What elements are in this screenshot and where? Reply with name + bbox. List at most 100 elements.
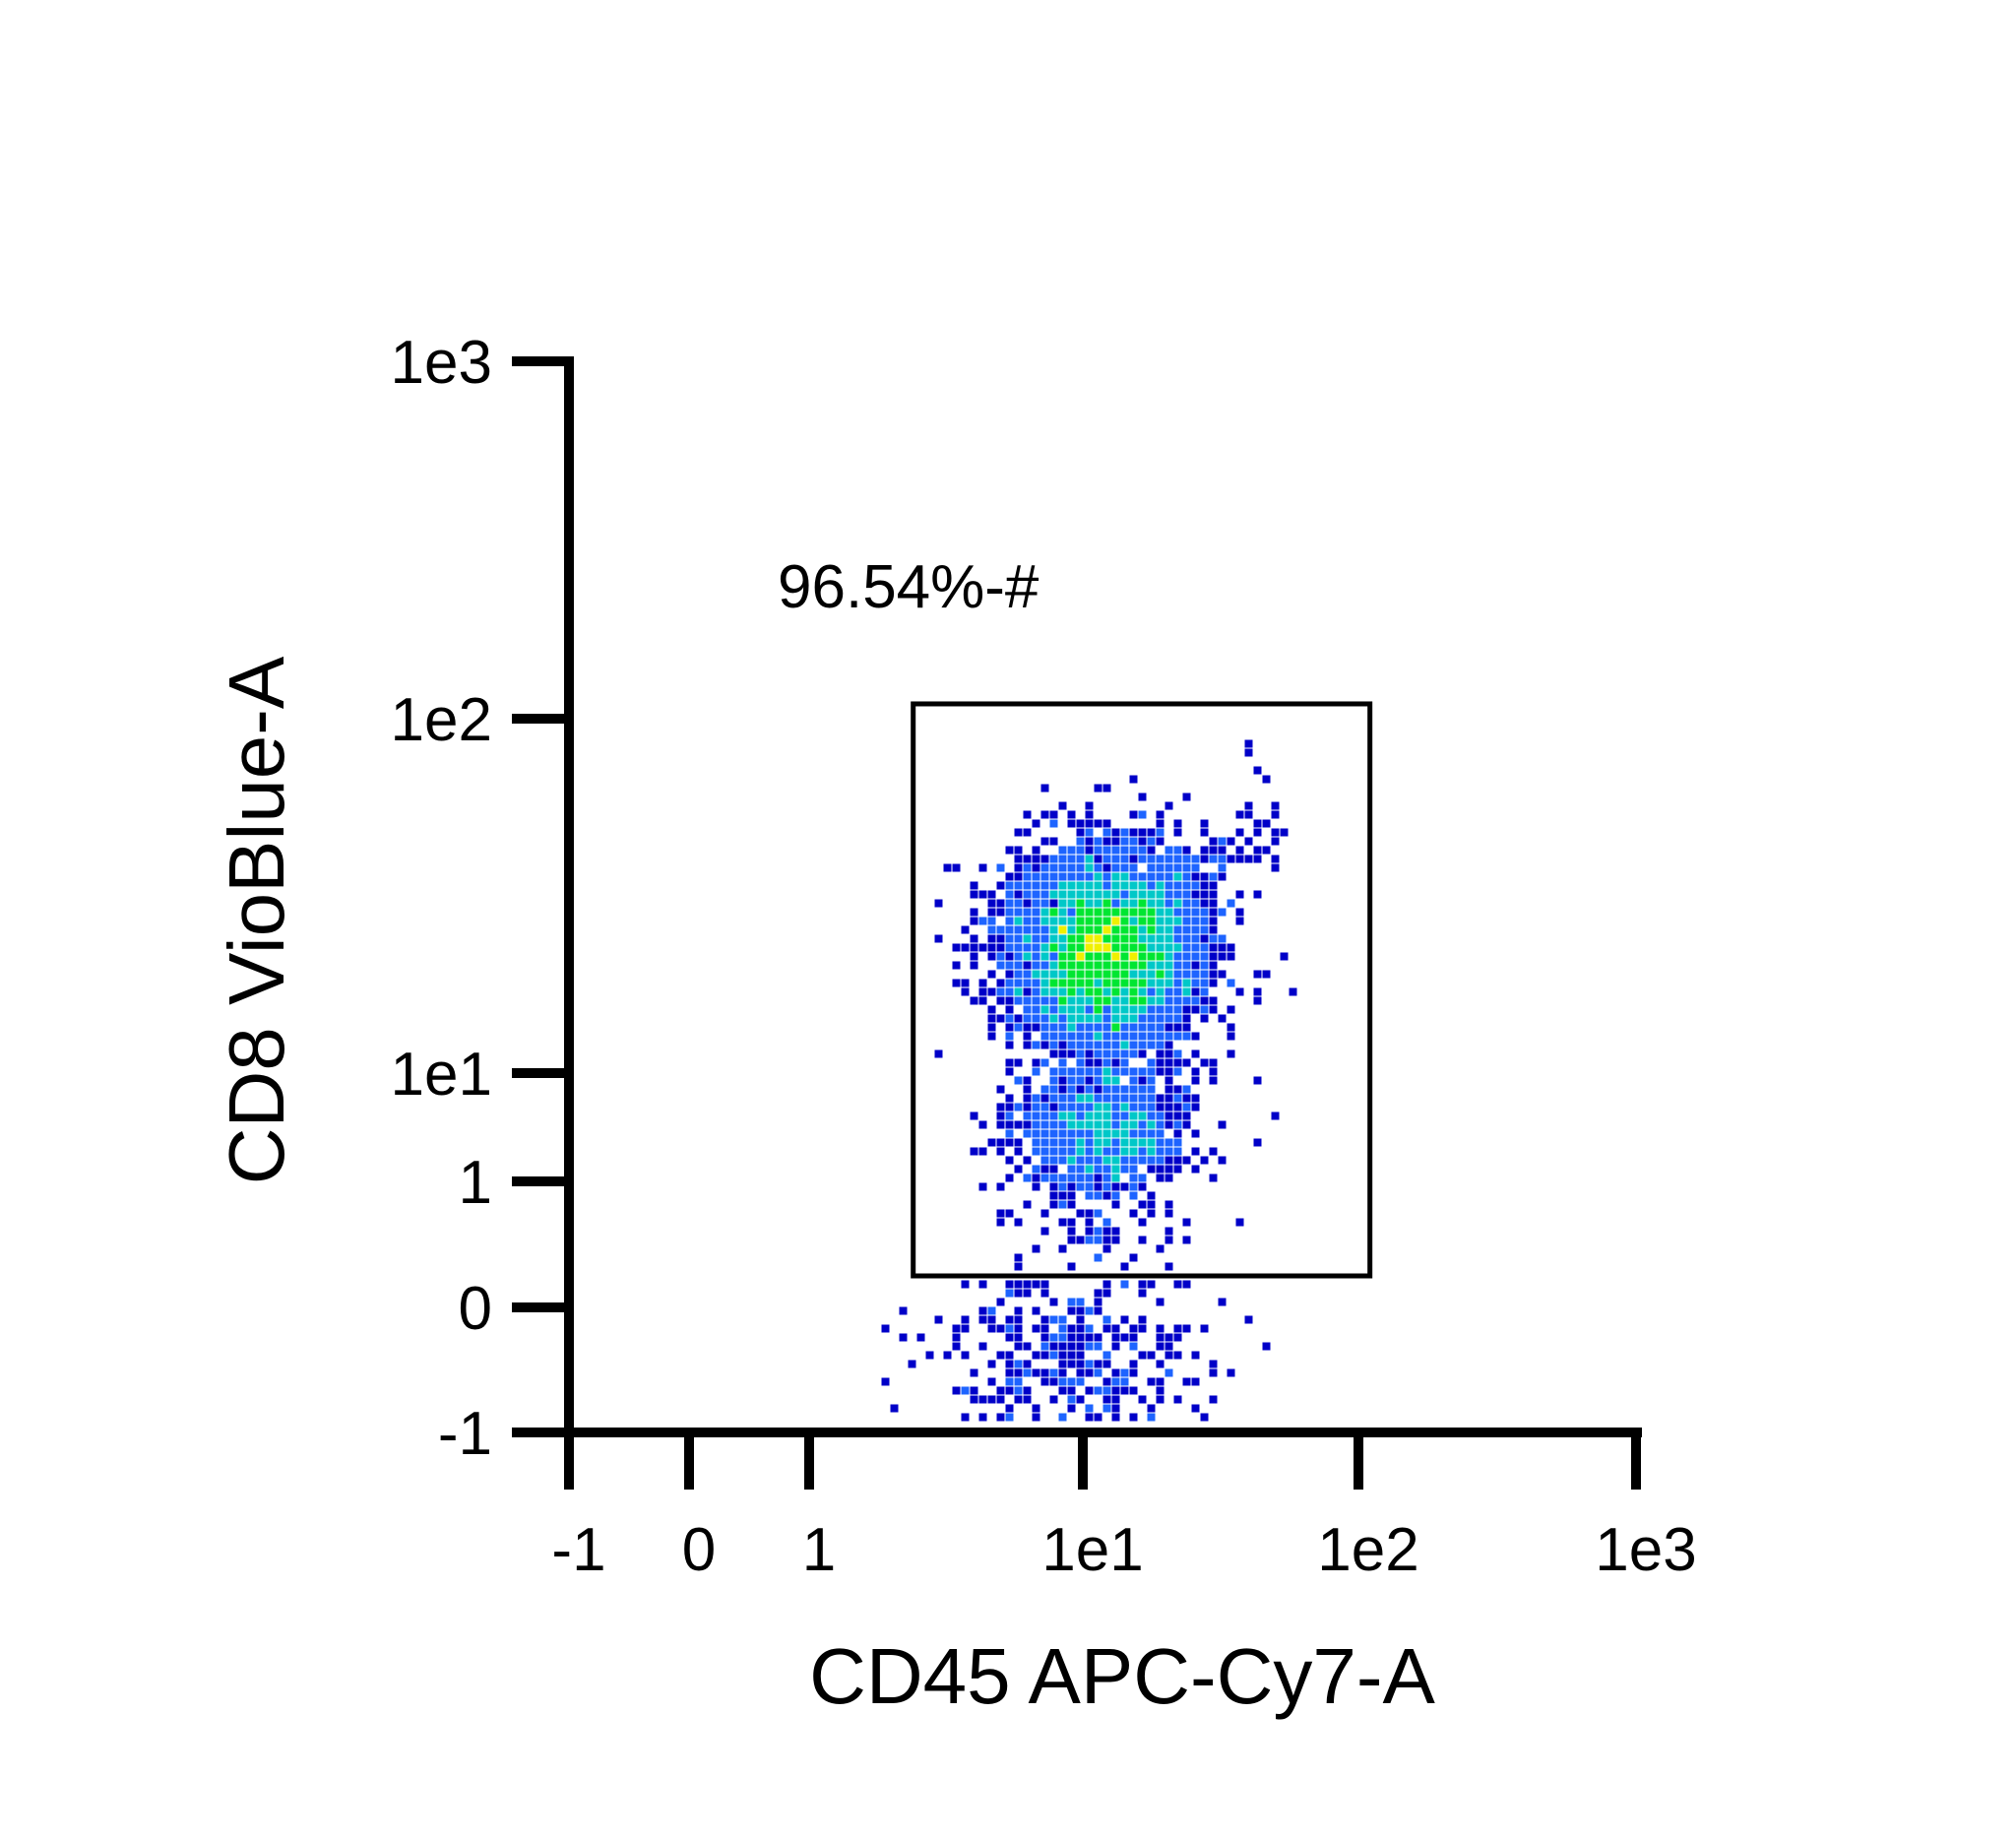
density-cell (1058, 846, 1067, 855)
density-cell (1014, 1138, 1023, 1147)
density-cell (1173, 872, 1182, 881)
density-cell (1032, 890, 1040, 899)
density-cell (1147, 1156, 1156, 1165)
density-cell (1182, 1103, 1191, 1111)
density-cell (1102, 1315, 1111, 1324)
density-cell (1049, 837, 1058, 846)
density-cell (1209, 1076, 1218, 1085)
density-cell (978, 1315, 987, 1324)
density-cell (1049, 1156, 1058, 1165)
density-cell (1032, 996, 1040, 1005)
density-cell (1085, 961, 1094, 970)
density-cell (1067, 1404, 1076, 1413)
density-cell (1067, 1005, 1076, 1014)
density-cell (1023, 1023, 1032, 1032)
density-cell (1156, 1049, 1165, 1058)
density-cell (1120, 1368, 1129, 1377)
density-cell (1102, 1067, 1111, 1076)
density-cell (1005, 943, 1014, 952)
density-cell (1129, 1049, 1138, 1058)
density-cell (1005, 1014, 1014, 1023)
density-cell (1253, 996, 1262, 1005)
density-cell (1200, 890, 1209, 899)
density-cell (934, 899, 943, 908)
density-cell (1147, 1076, 1156, 1085)
density-cell (1014, 1368, 1023, 1377)
density-cell (1058, 1014, 1067, 1023)
density-cell (1076, 1306, 1085, 1315)
density-cell (1138, 1351, 1147, 1360)
density-cell (1076, 1103, 1085, 1111)
density-cell (1173, 996, 1182, 1005)
density-cell (1165, 881, 1173, 890)
density-cell (1156, 1360, 1165, 1368)
density-cell (987, 890, 996, 899)
density-cell (1191, 1404, 1200, 1413)
density-cell (1102, 1280, 1111, 1289)
density-cell (996, 881, 1005, 890)
density-cell (1138, 1049, 1147, 1058)
density-cell (899, 1333, 908, 1342)
density-cell (1005, 979, 1014, 987)
density-cell (1085, 979, 1094, 987)
density-cell (1076, 1058, 1085, 1067)
density-cell (1253, 987, 1262, 996)
density-cell (996, 1298, 1005, 1306)
density-cell (1058, 908, 1067, 917)
density-cell (970, 1395, 978, 1404)
density-cell (1138, 970, 1147, 979)
density-cell (1165, 925, 1173, 934)
density-cell (1156, 917, 1165, 925)
density-cell (1014, 1306, 1023, 1315)
density-cell (978, 1147, 987, 1156)
density-cell (1191, 917, 1200, 925)
density-cell (1049, 1005, 1058, 1014)
density-cell (1111, 1156, 1120, 1165)
density-cell (1049, 1138, 1058, 1147)
density-cell (1156, 828, 1165, 837)
density-cell (1023, 1032, 1032, 1041)
density-cell (1005, 1209, 1014, 1218)
density-cell (996, 1085, 1005, 1094)
density-cell (1094, 1023, 1102, 1032)
density-cell (1129, 855, 1138, 863)
density-cell (1129, 1014, 1138, 1023)
density-cell (996, 899, 1005, 908)
density-cell (952, 943, 961, 952)
density-cell (1076, 846, 1085, 855)
density-cell (1235, 890, 1244, 899)
density-cell (1200, 908, 1209, 917)
density-cell (1032, 970, 1040, 979)
density-cell (1102, 1085, 1111, 1094)
density-cell (1111, 1191, 1120, 1200)
density-cell (1040, 1129, 1049, 1138)
density-cell (1111, 1014, 1120, 1023)
density-cell (1138, 837, 1147, 846)
density-cell (1111, 1147, 1120, 1156)
density-cell (1173, 1138, 1182, 1147)
density-cell (1156, 1156, 1165, 1165)
density-cell (1076, 952, 1085, 961)
density-cell (1085, 1342, 1094, 1351)
density-cell (1040, 1333, 1049, 1342)
density-cell (1138, 1023, 1147, 1032)
gate-rectangle (911, 701, 1373, 1279)
density-cell (1200, 961, 1209, 970)
density-cell (1111, 925, 1120, 934)
density-cell (1280, 828, 1289, 837)
density-cell (1005, 1032, 1014, 1041)
density-cell (1058, 1413, 1067, 1422)
density-cell (978, 1413, 987, 1422)
density-cell (1182, 908, 1191, 917)
density-cell (1005, 1094, 1014, 1103)
density-cell (1102, 1120, 1111, 1129)
density-cell (1076, 881, 1085, 890)
density-cell (1111, 934, 1120, 943)
density-cell (1200, 1156, 1209, 1165)
density-cell (1129, 810, 1138, 819)
density-cell (961, 1315, 970, 1324)
density-cell (1085, 1360, 1094, 1368)
density-cell (987, 1395, 996, 1404)
density-cell (1165, 970, 1173, 979)
density-cell (1049, 1049, 1058, 1058)
